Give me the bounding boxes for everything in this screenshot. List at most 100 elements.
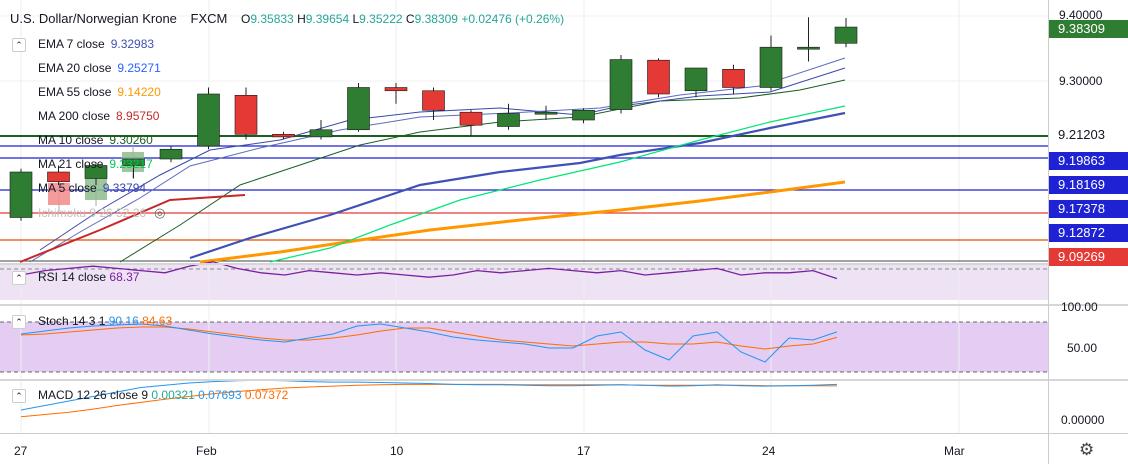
legend-value: 9.32983: [110, 37, 155, 51]
high-label: H: [297, 12, 306, 26]
rsi-label: RSI 14 close: [38, 270, 107, 284]
candle-body: [759, 46, 783, 88]
stoch-collapse-icon[interactable]: ⌃: [12, 314, 26, 329]
high-value: 9.39654: [305, 12, 350, 26]
open-label: O: [241, 12, 251, 26]
legend-ma21[interactable]: MA 21 close 9.23217: [38, 157, 153, 171]
legend-ma5[interactable]: MA 5 close 9.33794: [38, 181, 146, 195]
candle-body: [122, 158, 145, 166]
legend-ma10[interactable]: MA 10 close 9.30260: [38, 133, 153, 147]
legend-ema7[interactable]: EMA 7 close 9.32983: [38, 37, 154, 51]
time-axis-label: 27: [14, 444, 28, 458]
candle-body: [459, 111, 483, 126]
pane-divider-stoch: [0, 304, 1128, 306]
price-axis-label: 9.30000: [1059, 74, 1103, 88]
rsi-value: 68.37: [109, 270, 140, 284]
stoch-axis-label: 50.00: [1067, 341, 1098, 355]
price-tag-level[interactable]: 9.12872: [1049, 224, 1128, 242]
legend-label: MA 5 close: [38, 181, 97, 195]
time-axis-label: Mar: [944, 444, 965, 458]
candle-body: [234, 95, 258, 135]
ma5-line: [39, 67, 846, 251]
stoch-d-line: [20, 326, 838, 350]
change-value: +0.02476: [461, 12, 512, 26]
candlesticks[interactable]: [9, 17, 858, 221]
time-axis-label: 10: [390, 444, 404, 458]
close-value: 9.38309: [414, 12, 458, 26]
price-tag-level[interactable]: 9.18169: [1049, 176, 1128, 194]
price-tag-last[interactable]: 9.38309: [1049, 20, 1128, 38]
legend-value: 9.25271: [117, 61, 161, 75]
legend-label: EMA 7 close: [38, 37, 105, 51]
stoch-d-value: 84.63: [142, 314, 173, 328]
time-axis-label: Feb: [196, 444, 217, 458]
macd-label: MACD 12 26 close 9: [38, 388, 149, 402]
ema55-line: [199, 180, 846, 264]
candle-body: [572, 109, 595, 121]
candle-body: [272, 134, 295, 138]
legend-value: 9.14220: [117, 85, 161, 99]
macd-legend[interactable]: ⌃ MACD 12 26 close 9 0.00321 0.07693 0.07…: [12, 388, 288, 403]
change-percent: (+0.26%): [515, 12, 565, 26]
price-tag-level[interactable]: 9.21203: [1049, 126, 1128, 144]
legend-ichimoku[interactable]: Ichimoku 9 26 52 26 ◎: [38, 205, 165, 221]
rsi-legend[interactable]: ⌃ RSI 14 close 68.37: [12, 270, 139, 285]
macd-hist-value: 0.00321: [151, 388, 195, 402]
candle-body: [497, 113, 520, 127]
legend-value: 9.33794: [102, 181, 147, 195]
close-label: C: [405, 12, 415, 26]
ema7-line: [29, 57, 846, 263]
ma21-line: [269, 105, 846, 263]
symbol-name: U.S. Dollar/Norwegian Krone: [10, 11, 177, 26]
ghost-candle-body: [85, 173, 107, 200]
gear-icon[interactable]: ⚙: [1079, 440, 1095, 459]
legend-ema20[interactable]: EMA 20 close 9.25271: [38, 61, 161, 75]
rsi-line: [20, 261, 838, 280]
candle-body: [384, 87, 408, 92]
ma200-line: [19, 194, 246, 263]
open-value: 9.35833: [250, 12, 294, 26]
legend-ma200[interactable]: MA 200 close 8.95750: [38, 109, 159, 123]
time-axis-label: 17: [577, 444, 591, 458]
candle-body: [9, 171, 33, 218]
stoch-k-value: 90.16: [108, 314, 139, 328]
candle-body: [197, 93, 220, 147]
candle-body: [84, 165, 108, 179]
ema20-line: [189, 111, 846, 260]
candle-body: [534, 111, 558, 115]
macd-collapse-icon[interactable]: ⌃: [12, 388, 26, 403]
pane-divider-rsi: [0, 263, 1128, 265]
candle-body: [834, 26, 858, 44]
legend-label: MA 10 close: [38, 133, 104, 147]
legend-value: 8.95750: [116, 109, 160, 123]
macd-axis-label: 0.00000: [1061, 413, 1105, 427]
legend-value: 9.23217: [109, 157, 153, 171]
stoch-legend[interactable]: ⌃ Stoch 14 3 1 90.16 84.63: [12, 314, 172, 329]
candle-body: [309, 129, 333, 138]
legend-value: 9.30260: [109, 133, 153, 147]
legend-collapse-icon[interactable]: ⌃: [12, 38, 26, 52]
price-tag-level[interactable]: 9.19863: [1049, 152, 1128, 170]
stoch-k-line: [20, 323, 838, 363]
stoch-axis-label: 100.00: [1061, 300, 1098, 314]
chart-title: U.S. Dollar/Norwegian Krone FXCM O9.3583…: [10, 11, 564, 26]
legend-ema55[interactable]: EMA 55 close 9.14220: [38, 85, 161, 99]
rsi-collapse-icon[interactable]: ⌃: [12, 270, 26, 285]
time-axis-label: 24: [762, 444, 776, 458]
macd-line-value: 0.07693: [198, 388, 242, 402]
price-tag-level[interactable]: 9.09269: [1049, 248, 1128, 266]
legend-label: EMA 55 close: [38, 85, 112, 99]
low-value: 9.35222: [359, 12, 403, 26]
hidden-eye-icon[interactable]: ◎: [154, 205, 166, 220]
price-tag-level[interactable]: 9.17378: [1049, 200, 1128, 218]
horizontal-levels[interactable]: [0, 135, 1048, 262]
candle-body: [609, 59, 633, 110]
macd-line: [20, 379, 838, 411]
ma10-line: [119, 79, 846, 263]
macd-signal-value: 0.07372: [244, 388, 289, 402]
pane-divider-macd: [0, 379, 1128, 381]
low-label: L: [352, 12, 360, 26]
candle-body: [159, 148, 183, 160]
